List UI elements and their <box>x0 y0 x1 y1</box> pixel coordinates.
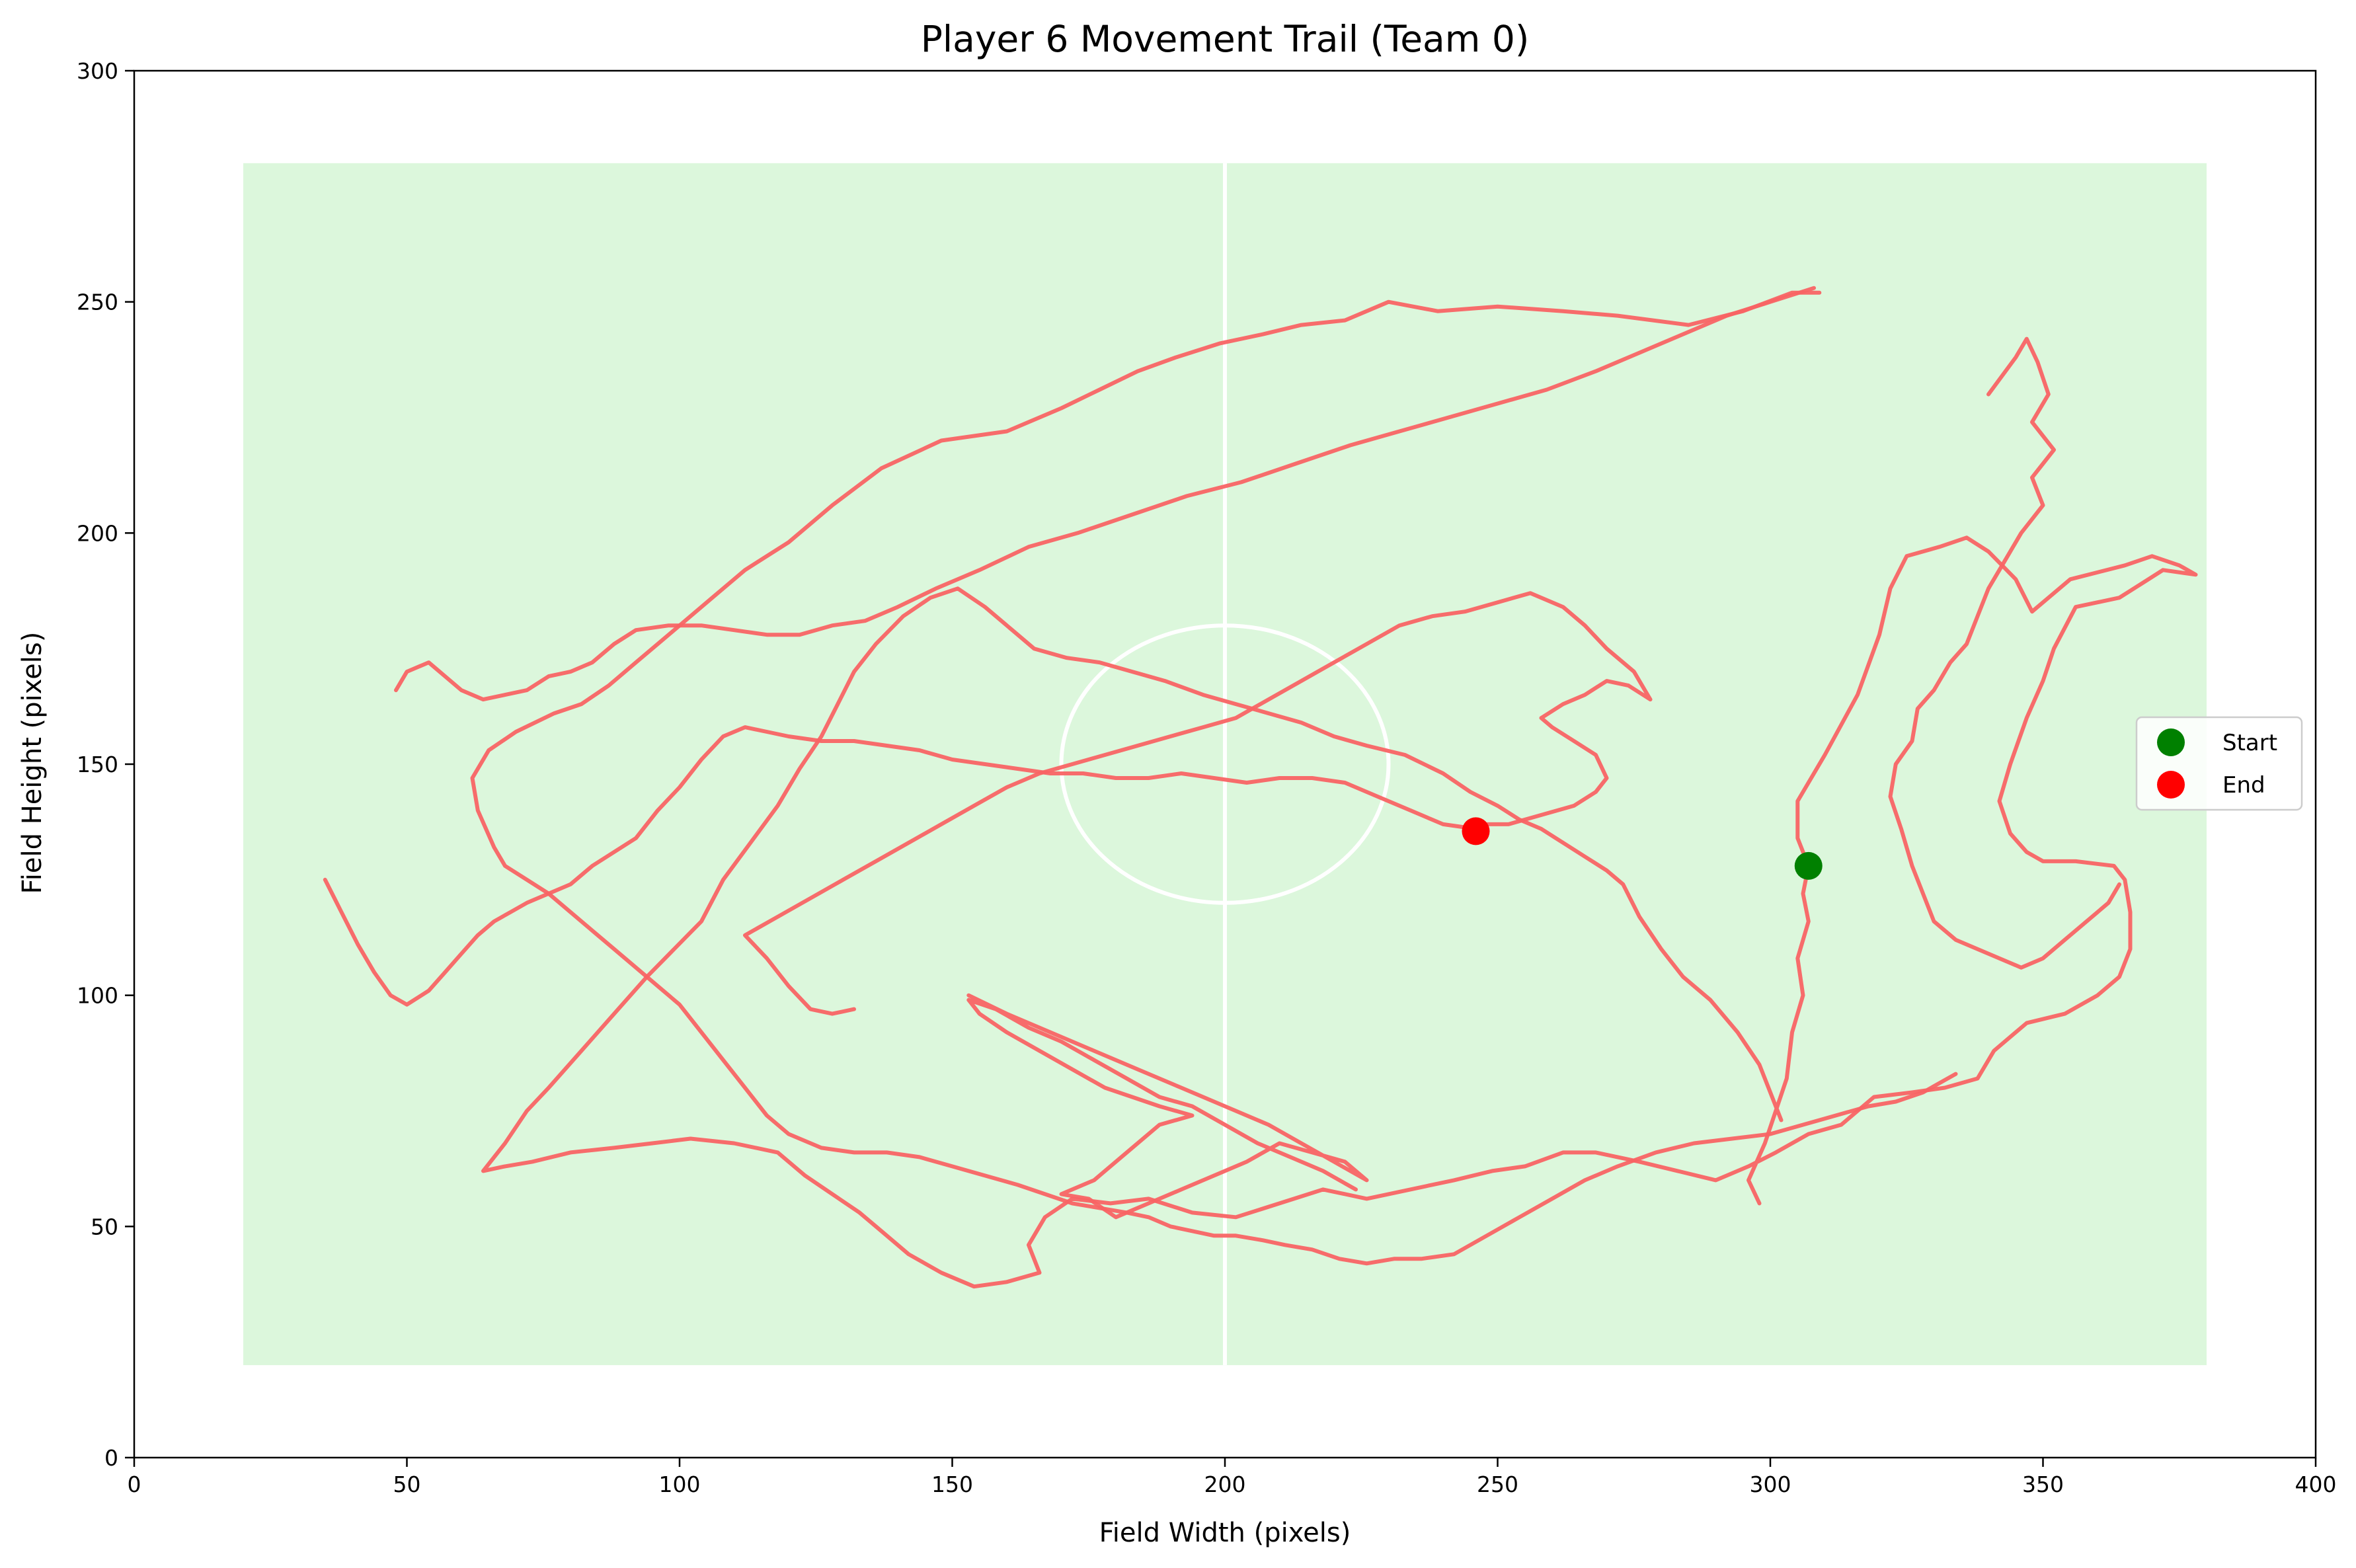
movement-trail-7 <box>743 591 1653 1016</box>
x-tick-label: 100 <box>659 1471 701 1497</box>
y-tick-label: 100 <box>77 983 118 1009</box>
movement-trail-4 <box>966 993 1369 1220</box>
y-tick-label: 250 <box>77 290 118 315</box>
y-tick-label: 300 <box>77 58 118 84</box>
x-axis-label: Field Width (pixels) <box>1099 1518 1351 1548</box>
y-tick-label: 150 <box>77 752 118 777</box>
end-marker <box>1462 817 1490 845</box>
x-tick-label: 0 <box>128 1471 141 1497</box>
movement-trail-2 <box>470 290 1958 1266</box>
x-tick-label: 300 <box>1750 1471 1791 1497</box>
x-tick-label: 50 <box>393 1471 421 1497</box>
movement-trail-6 <box>323 725 1478 1007</box>
y-tick-label: 200 <box>77 520 118 546</box>
y-tick-label: 50 <box>91 1214 118 1239</box>
movement-trail-1 <box>481 535 2198 1289</box>
x-tick-label: 350 <box>2022 1471 2064 1497</box>
legend-start-marker <box>2157 728 2185 756</box>
center-circle <box>1059 623 1391 905</box>
legend: Start End <box>2135 716 2303 811</box>
start-marker <box>1794 851 1823 880</box>
movement-trail-3 <box>394 286 1816 702</box>
x-tick-label: 250 <box>1477 1471 1518 1497</box>
legend-start-label: Start <box>2222 730 2277 756</box>
y-tick-label: 0 <box>104 1445 118 1471</box>
y-axis-label: Field Height (pixels) <box>17 632 48 894</box>
chart-title: Player 6 Movement Trail (Team 0) <box>921 18 1530 60</box>
movement-trail-5 <box>1888 336 2121 970</box>
x-tick-label: 200 <box>1204 1471 1246 1497</box>
plot-area: 0 50 100 150 200 250 300 350 400 0 50 100 150 200 250 3… <box>77 58 2337 1497</box>
legend-end-label: End <box>2222 772 2265 799</box>
x-tick-label: 150 <box>931 1471 973 1497</box>
x-tick-label: 400 <box>2295 1471 2337 1497</box>
legend-end-marker <box>2157 771 2185 799</box>
